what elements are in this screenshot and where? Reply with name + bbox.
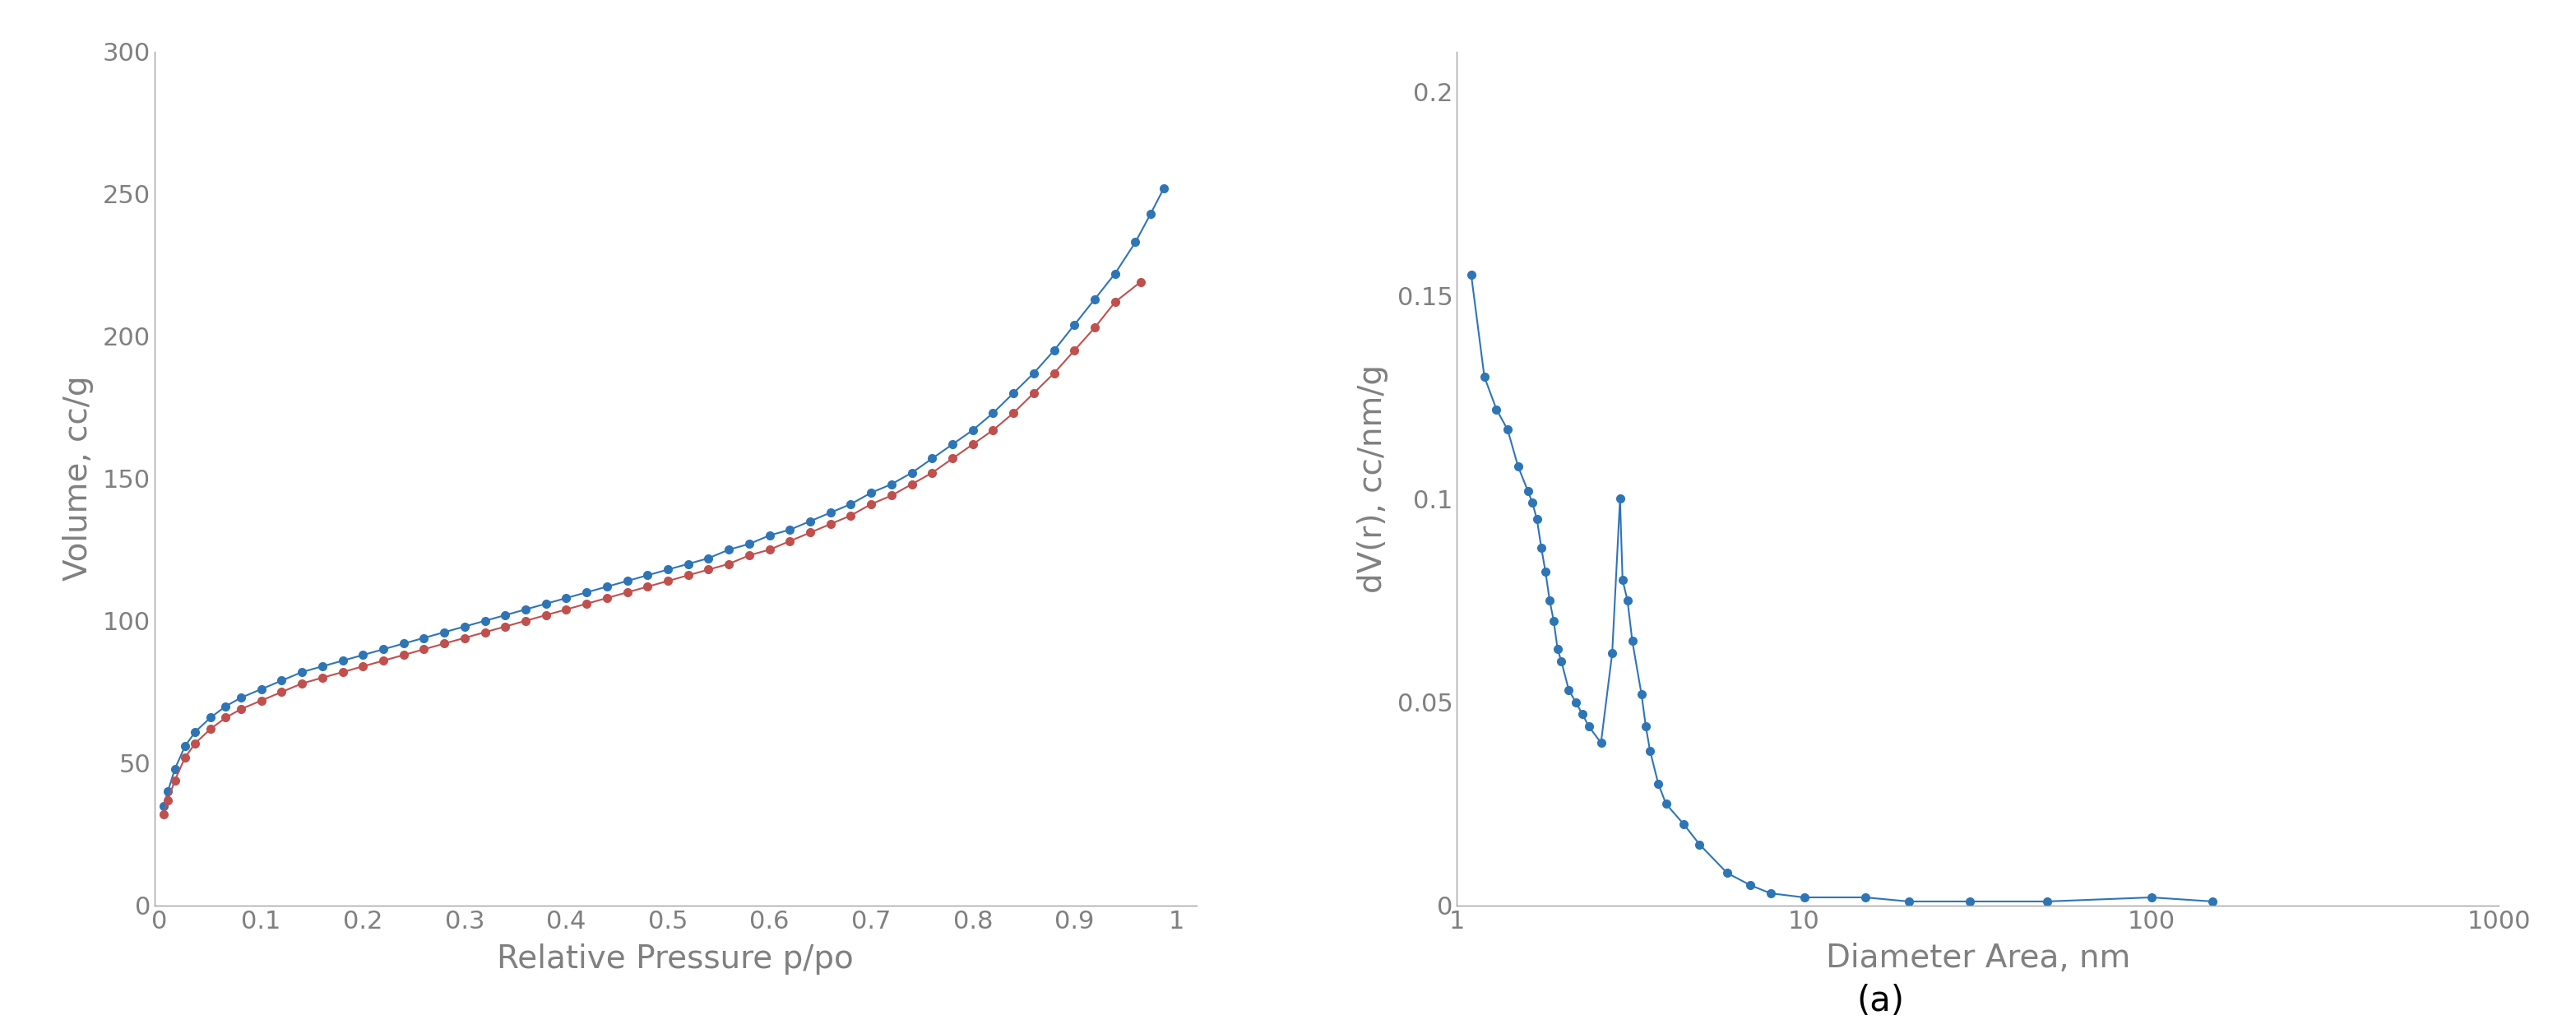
Y-axis label: dV(r), cc/nm/g: dV(r), cc/nm/g — [1358, 364, 1388, 593]
Text: (a): (a) — [1857, 984, 1904, 1019]
Y-axis label: Volume, cc/g: Volume, cc/g — [62, 376, 93, 581]
X-axis label: Diameter Area, nm: Diameter Area, nm — [1826, 943, 2130, 973]
X-axis label: Relative Pressure p/po: Relative Pressure p/po — [497, 944, 853, 974]
